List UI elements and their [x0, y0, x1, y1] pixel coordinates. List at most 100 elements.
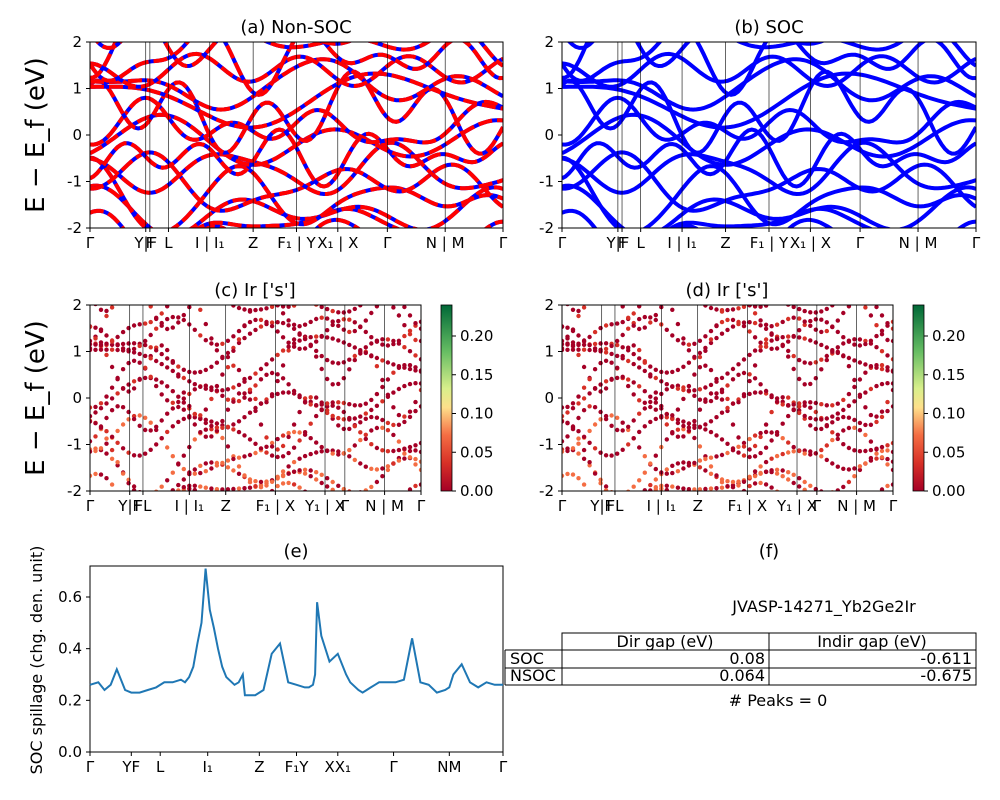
- projection-point: [813, 340, 818, 345]
- x-tick-label: Γ: [86, 497, 95, 515]
- projection-point: [780, 335, 785, 340]
- projection-point: [692, 388, 697, 393]
- projection-point: [380, 448, 385, 453]
- projection-point: [341, 426, 346, 432]
- projection-point: [198, 416, 203, 422]
- projection-point: [109, 339, 115, 344]
- projection-point: [830, 515, 834, 519]
- x-tick-label: I | I₁: [667, 234, 696, 252]
- projection-point: [703, 399, 708, 404]
- projection-point: [198, 463, 203, 468]
- projection-point: [774, 399, 780, 404]
- projection-point: [314, 291, 318, 295]
- projection-point: [708, 305, 714, 311]
- projection-point: [225, 407, 231, 412]
- projection-point: [275, 372, 280, 377]
- projection-point: [402, 419, 407, 425]
- projection-point: [214, 383, 220, 389]
- projection-point: [314, 334, 319, 339]
- projection-point: [664, 412, 669, 417]
- x-tick-label: L: [164, 234, 173, 252]
- projection-point: [708, 464, 714, 469]
- projection-point: [148, 447, 153, 452]
- projection-point: [615, 427, 620, 433]
- projection-point: [336, 323, 341, 328]
- projection-point: [374, 479, 380, 485]
- projection-point: [165, 445, 170, 450]
- projection-point: [874, 414, 879, 419]
- projection-point: [609, 423, 614, 428]
- projection-point: [148, 345, 153, 350]
- projection-point: [648, 315, 653, 320]
- projection-point: [581, 396, 587, 401]
- projection-point: [763, 322, 769, 327]
- projection-point: [341, 376, 346, 381]
- colorbar-tick-label: 0.20: [932, 327, 965, 345]
- projection-point: [752, 376, 758, 381]
- x-tick-label: F₁ | X: [256, 497, 296, 515]
- projection-point: [115, 347, 120, 353]
- projection-point: [209, 423, 214, 429]
- projection-point: [868, 313, 874, 318]
- projection-point: [369, 466, 374, 471]
- projection-point: [176, 372, 181, 377]
- projection-point: [380, 358, 385, 363]
- projection-point: [797, 357, 802, 363]
- projection-point: [830, 288, 834, 292]
- projection-point: [775, 489, 780, 491]
- projection-point: [391, 422, 396, 428]
- projection-point: [131, 386, 137, 391]
- projection-point: [819, 288, 823, 292]
- projection-point: [648, 394, 653, 399]
- projection-point: [603, 416, 609, 422]
- projection-point: [562, 405, 565, 410]
- projection-point: [565, 404, 570, 410]
- projection-point: [104, 476, 109, 481]
- projection-point: [369, 295, 373, 299]
- projection-point: [363, 436, 368, 442]
- projection-point: [676, 291, 680, 295]
- projection-point: [154, 326, 159, 331]
- projection-point: [720, 520, 724, 524]
- projection-point: [786, 339, 791, 344]
- projection-point: [819, 342, 824, 348]
- projection-point: [314, 395, 319, 400]
- projection-point: [347, 417, 352, 422]
- projection-point: [154, 497, 158, 501]
- projection-point: [803, 287, 807, 291]
- projection-point: [231, 334, 236, 339]
- projection-point: [413, 483, 418, 489]
- projection-point: [358, 349, 363, 354]
- projection-point: [330, 413, 335, 419]
- projection-point: [413, 368, 418, 373]
- projection-point: [380, 417, 385, 423]
- projection-point: [763, 459, 769, 465]
- table-row-label: SOC: [510, 649, 544, 668]
- projection-point: [863, 448, 868, 454]
- projection-point: [675, 434, 681, 439]
- projection-point: [192, 370, 197, 375]
- projection-point: [808, 400, 813, 405]
- projection-point: [670, 293, 674, 297]
- projection-point: [791, 480, 796, 486]
- projection-point: [408, 281, 412, 285]
- projection-point: [675, 386, 681, 391]
- projection-point: [347, 329, 352, 335]
- projection-point: [632, 276, 636, 280]
- projection-point: [565, 434, 570, 439]
- projection-point: [187, 289, 191, 293]
- projection-point: [847, 284, 851, 288]
- projection-point: [830, 430, 835, 435]
- projection-point: [325, 335, 330, 340]
- projection-point: [626, 427, 631, 433]
- projection-point: [769, 485, 774, 490]
- y-tick-label: -2: [539, 219, 554, 237]
- projection-point: [686, 487, 692, 491]
- projection-point: [391, 341, 396, 347]
- y-tick-label: 2: [72, 33, 82, 51]
- projection-point: [303, 300, 307, 304]
- projection-point: [291, 429, 297, 435]
- projection-point: [286, 323, 291, 328]
- projection-point: [115, 284, 119, 288]
- projection-point: [209, 287, 213, 291]
